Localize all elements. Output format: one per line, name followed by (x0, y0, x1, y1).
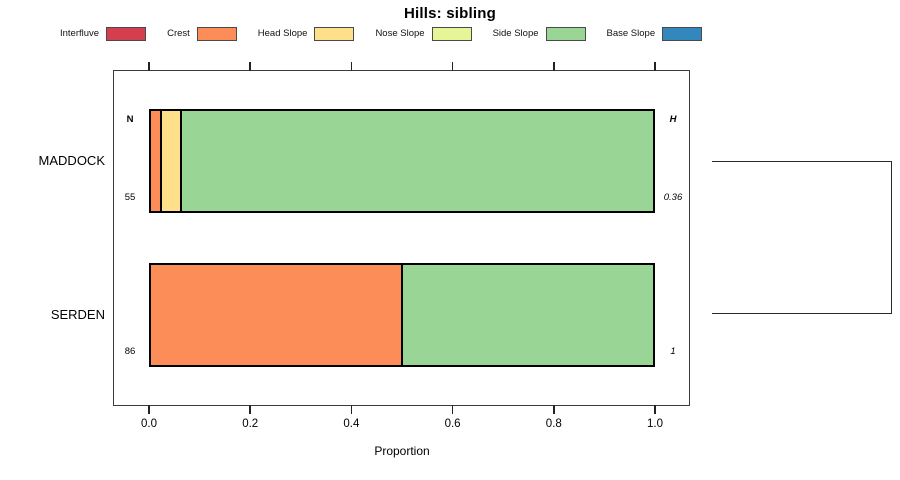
legend-item-label: Crest (167, 28, 190, 39)
bar-segment (151, 265, 401, 365)
row-label: SERDEN (50, 307, 105, 322)
legend-color-swatch (106, 26, 147, 41)
bar-segment (401, 265, 653, 365)
bar-segment (159, 111, 181, 211)
axis-tick-bottom (553, 405, 555, 414)
axis-tick-bottom (148, 405, 150, 414)
axis-tick-top (654, 62, 656, 71)
legend-color-swatch (662, 26, 703, 41)
legend-item: Side Slope (492, 26, 586, 41)
n-value: 55 (124, 192, 136, 203)
legend-color-swatch (314, 26, 355, 41)
axis-tick-bottom (350, 405, 353, 414)
stacked-bar (149, 263, 655, 367)
stacked-bar (149, 109, 655, 213)
axis-tick-top (249, 62, 251, 71)
legend-item-label: Nose Slope (375, 28, 425, 39)
legend-item: Interfluve (60, 26, 147, 41)
h-value: 0.36 (663, 192, 683, 203)
axis-tick-top (451, 62, 454, 71)
legend-color-swatch (431, 26, 472, 41)
legend: Interfluve Crest Head Slope Nose Slope Side … (60, 25, 703, 42)
axis-tick-label: 0.0 (141, 418, 157, 430)
legend-item-label: Interfluve (60, 28, 100, 39)
cluster-bracket (712, 161, 892, 314)
axis-tick-label: 1.0 (647, 418, 663, 430)
axis-tick-label: 0.2 (242, 418, 259, 430)
h-value: 1 (670, 346, 676, 357)
h-column-header: H (669, 114, 677, 125)
row-label: MADDOCK (38, 153, 105, 168)
legend-item-label: Side Slope (492, 28, 539, 39)
legend-item-label: Head Slope (257, 28, 308, 39)
axis-tick-bottom (249, 405, 251, 414)
bar-segment (180, 111, 653, 211)
axis-tick-label: 0.4 (343, 418, 360, 430)
axis-tick-label: 0.6 (444, 418, 461, 430)
legend-color-swatch (196, 26, 237, 41)
legend-item: Head Slope (257, 26, 355, 41)
legend-color-swatch (545, 26, 586, 41)
axis-tick-top (350, 62, 353, 71)
axis-tick-label: 0.8 (545, 418, 562, 430)
axis-tick-bottom (654, 405, 656, 414)
legend-item-label: Base Slope (606, 28, 656, 39)
bar-segment (151, 111, 160, 211)
n-value: 86 (124, 346, 136, 357)
legend-item: Base Slope (606, 26, 703, 41)
chart-title: Hills: sibling (404, 5, 496, 22)
n-column-header: N (126, 114, 134, 125)
axis-tick-top (148, 62, 150, 71)
axis-tick-bottom (451, 405, 454, 414)
legend-item: Nose Slope (375, 26, 472, 41)
legend-item: Crest (167, 26, 237, 41)
x-axis-label: Proportion (374, 444, 430, 458)
axis-tick-top (553, 62, 555, 71)
